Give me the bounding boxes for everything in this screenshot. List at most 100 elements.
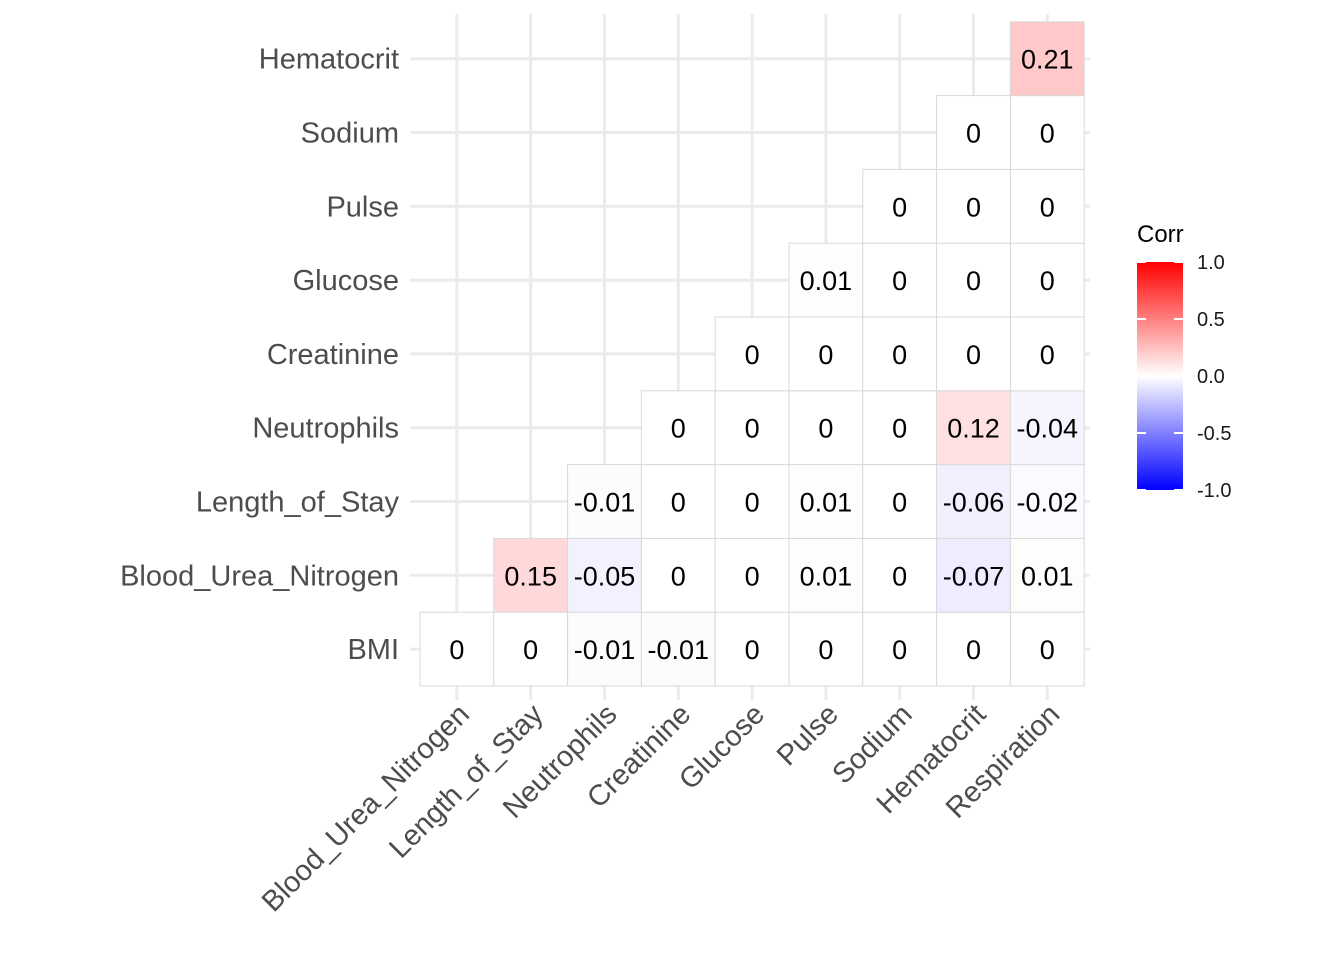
cell-value-labels: 0 0 -0.01 -0.01 0 0 0 0 0 0.15 -0.05 0 0 0.01 0 -0.07 0.…	[449, 45, 1078, 665]
cell-value-label: -0.04	[1017, 414, 1079, 444]
heatmap-cell-pulse-length-of-stay	[788, 464, 864, 539]
cell-value-label: 0	[892, 488, 907, 518]
y-tick-label-hematocrit: Hematocrit	[259, 44, 399, 76]
heatmap-cell-glucose-creatinine	[714, 316, 790, 392]
cell-value-label: 0	[671, 488, 686, 518]
cell-value-label: 0	[892, 561, 907, 591]
cell-value-label: -0.02	[1017, 488, 1079, 518]
cell-value-label: 0	[671, 414, 686, 444]
cell-value-label: 0.01	[800, 266, 853, 296]
heatmap-cell-sodium-length-of-stay	[862, 464, 938, 539]
cell-value-label: 0	[745, 414, 760, 444]
cell-value-label: -0.06	[943, 488, 1005, 518]
cell-value-label: 0	[818, 414, 833, 444]
heatmap-cells	[419, 21, 1085, 687]
heatmap-cell-hematocrit-length-of-stay	[936, 464, 1011, 539]
y-tick-label-bmi: BMI	[347, 634, 399, 666]
cell-value-label: 0	[892, 340, 907, 370]
cell-value-label: 0	[892, 192, 907, 222]
cell-value-label: -0.01	[648, 635, 710, 665]
y-tick-label-pulse: Pulse	[326, 191, 399, 223]
cell-value-label: 0	[966, 340, 981, 370]
heatmap-cell-pulse-creatinine	[788, 316, 864, 392]
heatmap-cell-glucose-neutrophils	[714, 390, 790, 466]
legend-title: Corr	[1137, 221, 1184, 248]
color-legend: Corr 1.0 0.5 0.0 -0.5 -1.0	[1137, 221, 1231, 502]
cell-value-label: 0.12	[947, 414, 1000, 444]
cell-value-label: 0.21	[1021, 45, 1074, 75]
heatmap-cell-glucose-blood-urea-nitrogen	[714, 537, 790, 613]
cell-value-label: -0.07	[943, 561, 1005, 591]
heatmap-cell-sodium-blood-urea-nitrogen	[862, 537, 938, 613]
heatmap-cell-neutrophils-length-of-stay	[567, 464, 642, 539]
legend-tick-label: -0.5	[1197, 423, 1231, 445]
cell-value-label: 0	[745, 340, 760, 370]
cell-value-label: 0	[745, 561, 760, 591]
cell-value-label: -0.01	[574, 635, 636, 665]
heatmap-cell-sodium-bmi	[862, 611, 938, 687]
y-tick-label-blood-urea-nitrogen: Blood_Urea_Nitrogen	[120, 560, 399, 592]
cell-value-label: 0.15	[504, 561, 557, 591]
y-tick-label-creatinine: Creatinine	[267, 339, 399, 371]
heatmap-cell-hematocrit-blood-urea-nitrogen	[936, 537, 1011, 613]
heatmap-cell-sodium-creatinine	[862, 316, 938, 392]
heatmap-cell-respiration-blood-urea-nitrogen	[1009, 537, 1085, 613]
cell-value-label: 0	[966, 192, 981, 222]
heatmap-cell-creatinine-bmi	[640, 611, 716, 687]
heatmap-cell-respiration-sodium	[1009, 95, 1085, 170]
legend-tick-label: 0.0	[1197, 366, 1225, 388]
cell-value-label: 0	[892, 414, 907, 444]
cell-value-label: 0.01	[1021, 561, 1074, 591]
cell-value-label: 0	[1040, 266, 1055, 296]
legend-tick-label: -1.0	[1197, 480, 1231, 502]
cell-value-label: 0	[892, 635, 907, 665]
heatmap-cell-hematocrit-sodium	[936, 95, 1011, 170]
heatmap-cell-respiration-neutrophils	[1009, 390, 1085, 466]
y-tick-label-glucose: Glucose	[293, 265, 399, 297]
heatmap-cell-sodium-pulse	[862, 168, 938, 244]
cell-value-label: -0.05	[574, 561, 636, 591]
cell-value-label: 0	[818, 340, 833, 370]
cell-value-label: 0	[1040, 119, 1055, 149]
heatmap-cell-pulse-bmi	[788, 611, 864, 687]
heatmap-cell-length-of-stay-blood-urea-nitrogen	[493, 537, 569, 613]
y-tick-label-sodium: Sodium	[301, 118, 399, 150]
legend-tick-label: 0.5	[1197, 309, 1225, 331]
heatmap-cell-creatinine-blood-urea-nitrogen	[640, 537, 716, 613]
legend-ticks: 1.0 0.5 0.0 -0.5 -1.0	[1137, 252, 1231, 502]
cell-value-label: 0.01	[800, 561, 853, 591]
heatmap-cell-pulse-glucose	[788, 242, 864, 318]
y-axis-labels: BMI Blood_Urea_Nitrogen Length_of_Stay Neut…	[120, 44, 399, 666]
cell-value-label: 0	[1040, 340, 1055, 370]
cell-value-label: 0.01	[800, 488, 853, 518]
cell-value-label: 0	[818, 635, 833, 665]
heatmap-cell-pulse-blood-urea-nitrogen	[788, 537, 864, 613]
cell-value-label: 0	[966, 635, 981, 665]
cell-value-label: 0	[671, 561, 686, 591]
cell-value-label: 0	[966, 119, 981, 149]
cell-value-label: 0	[1040, 635, 1055, 665]
cell-value-label: -0.01	[574, 488, 636, 518]
heatmap-cell-hematocrit-neutrophils	[936, 390, 1011, 466]
x-axis-labels: Blood_Urea_NitrogenLength_of_StayNeutrop…	[256, 698, 1066, 918]
cell-value-label: 0	[892, 266, 907, 296]
legend-tick-label: 1.0	[1197, 252, 1225, 274]
cell-value-label: 0	[745, 635, 760, 665]
heatmap-cell-pulse-neutrophils	[788, 390, 864, 466]
cell-value-label: 0	[1040, 192, 1055, 222]
heatmap-cell-blood-urea-nitrogen-bmi	[419, 611, 495, 687]
heatmap-cell-glucose-length-of-stay	[714, 464, 790, 539]
heatmap-cell-respiration-length-of-stay	[1009, 464, 1085, 539]
cell-value-label: 0	[523, 635, 538, 665]
y-tick-label-length-of-stay: Length_of_Stay	[196, 487, 400, 519]
heatmap-cell-hematocrit-bmi	[936, 611, 1011, 687]
heatmap-cell-respiration-hematocrit	[1009, 21, 1085, 97]
heatmap-cell-respiration-bmi	[1009, 611, 1085, 687]
y-tick-label-neutrophils: Neutrophils	[252, 413, 399, 445]
cell-value-label: 0	[745, 488, 760, 518]
cell-value-label: 0	[966, 266, 981, 296]
heatmap-cell-creatinine-length-of-stay	[640, 464, 716, 539]
heatmap-cell-creatinine-neutrophils	[640, 390, 716, 466]
cell-value-label: 0	[449, 635, 464, 665]
